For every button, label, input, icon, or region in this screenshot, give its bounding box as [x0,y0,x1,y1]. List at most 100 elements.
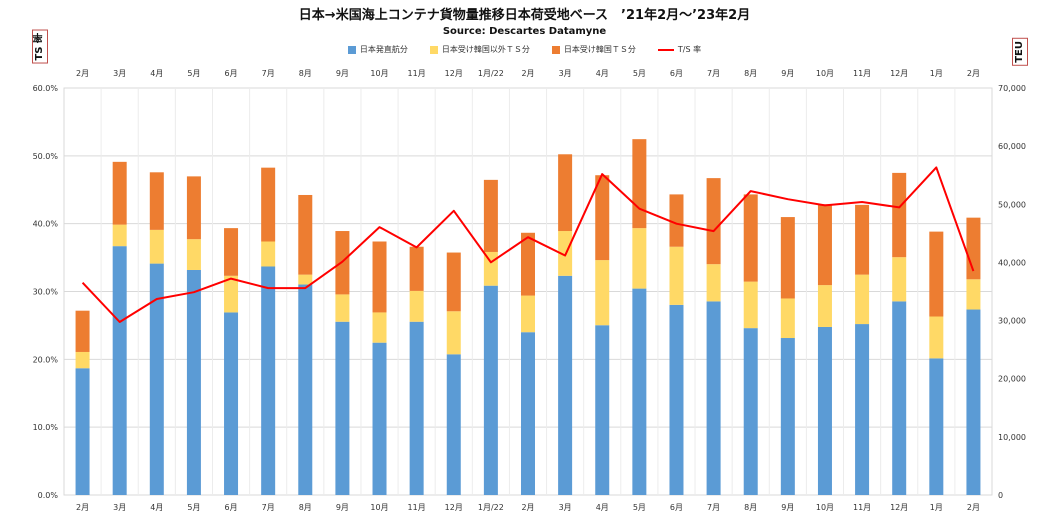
x-tick-label-top: 12月 [445,69,463,78]
x-tick-label-top: 9月 [781,69,794,78]
bar-non-korea-ts [335,294,350,322]
chart-source: Source: Descartes Datamyne [442,26,607,37]
bar-direct [706,301,721,495]
x-tick-label-bottom: 7月 [262,503,275,512]
bar-non-korea-ts [298,274,313,285]
bar-non-korea-ts [521,295,535,333]
bar-direct [780,338,795,495]
x-tick-label-bottom: 4月 [596,503,609,512]
x-tick-label-top: 2月 [76,69,89,78]
x-tick-label-bottom: 2月 [967,503,980,512]
bar-non-korea-ts [632,228,647,289]
x-tick-label-bottom: 8月 [744,503,757,512]
bar-non-korea-ts [595,260,610,326]
legend: 日本発直航分 日本受け韓国以外ＴＳ分 日本受け韓国ＴＳ分 T/S 率 [0,44,1049,55]
legend-label-non-korea-ts: 日本受け韓国以外ＴＳ分 [441,45,530,54]
x-tick-label-bottom: 4月 [150,503,163,512]
bar-direct [298,284,313,495]
bar-non-korea-ts [224,275,239,313]
bar-non-korea-ts [855,274,870,325]
left-axis-tick-label: 0.0% [38,491,59,500]
right-axis-tick-label: 50,000 [998,200,1026,209]
bar-non-korea-ts [743,281,758,329]
left-axis-tick-label: 30.0% [33,288,59,297]
legend-item-korea-ts: 日本受け韓国ＴＳ分 [551,44,636,55]
x-tick-label-top: 2月 [967,69,980,78]
bar-direct [149,263,164,495]
right-axis-tick-label: 60,000 [998,142,1026,151]
bar-direct [929,358,944,495]
x-tick-label-top: 8月 [744,69,757,78]
x-tick-label-top: 4月 [596,69,609,78]
x-tick-label-bottom: 3月 [113,503,126,512]
bar-direct [409,321,424,495]
bar-non-korea-ts [966,279,981,310]
x-tick-label-top: 6月 [670,69,683,78]
x-tick-label-top: 7月 [707,69,720,78]
bar-direct [855,324,870,495]
left-axis-tick-label: 20.0% [33,355,59,364]
bar-non-korea-ts [892,257,907,302]
left-axis-tick-label: 10.0% [33,423,59,432]
legend-item-non-korea-ts: 日本受け韓国以外ＴＳ分 [429,44,530,55]
bar-non-korea-ts [669,246,684,305]
bar-korea-ts [186,176,201,240]
bar-korea-ts [892,172,907,258]
x-tick-label-top: 11月 [408,69,426,78]
legend-swatch-non-korea-ts [429,45,438,54]
bar-direct [75,368,90,495]
bar-non-korea-ts [75,351,90,369]
bar-non-korea-ts [706,264,721,302]
x-tick-label-bottom: 5月 [633,503,646,512]
bar-korea-ts [595,175,610,261]
bar-non-korea-ts [446,311,461,355]
x-tick-label-top: 4月 [150,69,163,78]
left-axis-tick-label: 50.0% [33,152,59,161]
x-tick-label-bottom: 10月 [370,503,388,512]
bar-direct [186,269,201,495]
x-tick-label-bottom: 12月 [890,503,908,512]
ts-rate-line [81,166,975,323]
x-tick-label-bottom: 11月 [853,503,871,512]
bar-non-korea-ts [261,241,276,267]
bar-direct [632,288,647,495]
bar-korea-ts [298,194,313,275]
bar-non-korea-ts [372,312,387,343]
bar-direct [224,312,239,495]
x-tick-label-top: 3月 [113,69,126,78]
bar-direct [966,309,981,495]
x-tick-label-bottom: 1月 [930,503,943,512]
bar-korea-ts [558,154,573,232]
bar-direct [817,326,832,495]
x-tick-label-top: 3月 [559,69,572,78]
x-tick-label-bottom: 8月 [299,503,312,512]
bar-non-korea-ts [149,229,164,264]
bar-direct [595,325,610,495]
bar-direct [446,354,461,495]
bar-direct [483,285,498,495]
x-tick-label-bottom: 2月 [521,503,534,512]
bar-direct [892,301,907,495]
chart-title: 日本→米国海上コンテナ貨物量推移日本荷受地ベース ’21年2月～’23年2月 [298,8,751,23]
left-axis-tick-label: 60.0% [33,84,59,93]
legend-label-direct: 日本発直航分 [359,45,408,54]
x-tick-label-top: 11月 [853,69,871,78]
x-tick-label-top: 5月 [633,69,646,78]
right-axis-tick-label: 40,000 [998,258,1026,267]
x-tick-label-bottom: 3月 [559,503,572,512]
x-tick-label-top: 10月 [816,69,834,78]
bar-korea-ts [75,310,90,352]
legend-swatch-korea-ts [551,45,560,54]
x-tick-label-bottom: 5月 [187,503,200,512]
left-axis-tick-label: 40.0% [33,220,59,229]
bar-korea-ts [483,179,498,252]
x-tick-label-top: 2月 [521,69,534,78]
bar-direct [521,332,535,495]
bar-korea-ts [261,167,276,242]
x-tick-label-top: 7月 [262,69,275,78]
x-tick-label-bottom: 6月 [224,503,237,512]
x-tick-label-top: 8月 [299,69,312,78]
x-tick-label-top: 1月/22 [478,69,504,78]
bar-non-korea-ts [929,316,944,359]
